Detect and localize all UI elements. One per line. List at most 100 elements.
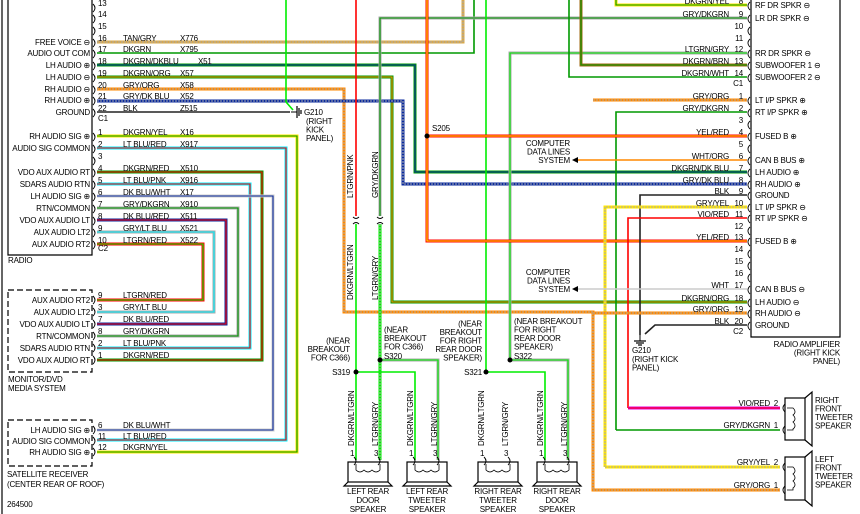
connector-terminal-icon (747, 156, 751, 166)
radio-amplifier-box (750, 0, 841, 338)
circuit-number: X57 (180, 69, 194, 78)
pin-number: 9 (739, 10, 744, 19)
connector-terminal-icon (747, 226, 751, 236)
wire-s320-branch (380, 358, 440, 460)
computer-data-lines-label: COMPUTER (526, 268, 571, 277)
connector-terminal-icon (92, 216, 96, 226)
connector-terminal-icon (92, 331, 96, 341)
pin-number: 20 (735, 317, 744, 326)
wire-color-label: GRY/ORG (693, 92, 729, 101)
inline-connector-icon (352, 216, 360, 225)
pin-number: 19 (98, 69, 107, 78)
circuit-number: X522 (180, 236, 199, 245)
amplifier-label: (RIGHT KICK (794, 349, 841, 358)
satellite-label: SATELLITE RECEIVER (7, 470, 89, 479)
computer-data-lines-label: SYSTEM (538, 285, 570, 294)
speaker-label: TWEETER (815, 413, 853, 422)
wire-color-label: DK BLU/WHT (123, 421, 171, 430)
circuit-number: X795 (180, 45, 199, 54)
splice-id: S322 (514, 352, 533, 361)
wire-color-label: LTGRN/RED (123, 291, 167, 300)
pin-number: 1 (774, 421, 779, 430)
connector-terminal-icon (92, 38, 96, 48)
circuit-number: X776 (180, 34, 199, 43)
connector-terminal-icon (747, 321, 751, 331)
speaker-label: SPEAKER (815, 422, 852, 431)
connector-terminal-icon (92, 73, 96, 83)
pin-function: SUBWOOFER 2 ⊖ (755, 73, 820, 82)
wire-ltblu-red (97, 146, 288, 442)
pin-number: 3 (739, 116, 744, 125)
splice-note: BREAKOUT (308, 345, 351, 354)
pin-number: 1 (774, 481, 779, 490)
pin-function: RH AUDIO SIG ⊕ (29, 132, 90, 141)
wire-color-label: DKGRN/ORG (681, 294, 729, 303)
wire-color-label: BLK (714, 187, 729, 196)
splice-dot-icon (507, 357, 513, 363)
pin-function: LH AUDIO ⊖ (755, 298, 799, 307)
connector-terminal-icon (747, 26, 751, 36)
connector-terminal-icon (92, 156, 96, 166)
vertical-wire-label: DKGRN/LTGRN (406, 390, 415, 446)
circuit-number: X58 (180, 81, 194, 90)
pin-function: LH AUDIO ⊕ (755, 168, 799, 177)
wire-color-label: GRY/LT BLU (123, 303, 167, 312)
connector-terminal-icon (92, 26, 96, 36)
wire-amp-dkgrn-brn (579, 0, 747, 67)
vertical-wire-label: LTGRN/GRY (501, 401, 510, 446)
splice-note: (NEAR BREAKOUT (514, 317, 583, 326)
wire-blk-20 (644, 324, 747, 335)
pin-number: 21 (98, 92, 107, 101)
ground-location: PANEL) (632, 364, 660, 373)
wire-color-label: LTGRN/GRY (685, 45, 730, 54)
wire-amp-dkgrn-wht (568, 0, 747, 78)
wire-color-label: YEL/RED (696, 233, 729, 242)
pin-number: 10 (735, 199, 744, 208)
connector-terminal-icon (353, 456, 357, 466)
connector-terminal-icon (747, 49, 751, 59)
circuit-number: X510 (180, 164, 199, 173)
pin-number: 6 (98, 421, 103, 430)
speaker-label: SPEAKER (815, 481, 852, 490)
pin-function: CAN B BUS ⊖ (755, 285, 805, 294)
connector-terminal-icon (747, 237, 751, 247)
wire-color-label: DKGRN/DK BLU (671, 164, 729, 173)
connector-terminal-icon (412, 456, 416, 466)
vertical-wire-label: DKGRN/LTGRN (536, 390, 545, 446)
pin-number: 19 (735, 305, 744, 314)
pin-function: LT I/P SPKR ⊕ (755, 96, 806, 105)
splice-dot-icon (377, 357, 383, 363)
splice-note: BREAKOUT (440, 328, 483, 337)
pin-number: 11 (735, 210, 744, 219)
wire-gry-ltblu (97, 230, 216, 314)
wire-color-label: GRY/YEL (696, 199, 730, 208)
wire-color-label: DK BLU/RED (123, 212, 169, 221)
wire-gry-org (97, 87, 780, 492)
connector-terminal-icon (747, 214, 751, 224)
pin-number: 8 (98, 327, 103, 336)
connector-terminal-icon (747, 203, 751, 213)
pin-function: AUX AUDIO LT2 (34, 308, 91, 317)
connector-terminal-icon (542, 456, 546, 466)
radio-box (7, 0, 93, 256)
connector-terminal-icon (747, 14, 751, 24)
wire-color-label: GRY/ORG (734, 481, 770, 490)
rear-speaker-icon (531, 461, 583, 487)
amplifier-label: RADIO AMPLIFIER (774, 340, 841, 349)
pin-function: LH AUDIO SIG ⊕ (31, 426, 90, 435)
pin-function: VDO AUX AUDIO RT (18, 356, 91, 365)
splice-note: SPEAKER) (514, 343, 553, 352)
pin-function: SUBWOOFER 1 ⊖ (755, 61, 820, 70)
splice-note: (NEAR (326, 337, 350, 346)
wire-color-label: DKGRN/WHT (681, 69, 729, 78)
circuit-number: X16 (180, 128, 194, 137)
pin-number: 4 (739, 128, 744, 137)
pin-number: 3 (374, 449, 379, 458)
pin-number: 15 (735, 257, 744, 266)
pin-function: RH AUDIO ⊖ (755, 309, 801, 318)
pin-function: AUX AUDIO RT2 (32, 240, 91, 249)
wire-color-label: LT BLU/PNK (123, 176, 167, 185)
splice-note: FOR RIGHT (440, 337, 483, 346)
connector-terminal-icon (92, 168, 96, 178)
